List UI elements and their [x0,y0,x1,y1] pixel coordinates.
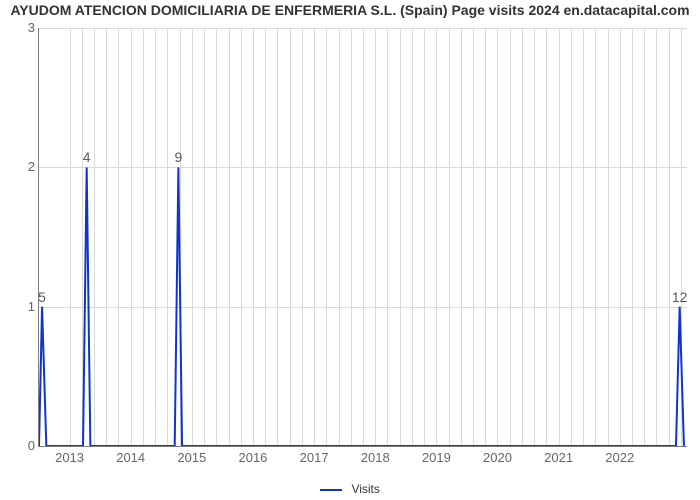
legend-swatch [320,489,342,491]
x-tick-label: 2020 [483,450,512,465]
x-tick-label: 2018 [361,450,390,465]
x-tick-label: 2015 [177,450,206,465]
x-tick-label: 2022 [605,450,634,465]
plot-area: 0123201320142015201620172018201920202021… [38,28,687,447]
legend-label: Visits [351,482,379,496]
x-tick-label: 2021 [544,450,573,465]
data-label: 12 [672,289,688,305]
data-label: 9 [174,149,182,165]
x-tick-label: 2014 [116,450,145,465]
legend: Visits [0,482,700,496]
chart-title: AYUDOM ATENCION DOMICILIARIA DE ENFERMER… [0,2,700,18]
y-tick-label: 3 [17,20,35,35]
visits-series [39,28,687,446]
y-tick-label: 1 [17,299,35,314]
x-tick-label: 2019 [422,450,451,465]
x-tick-label: 2013 [55,450,84,465]
y-tick-label: 2 [17,159,35,174]
x-tick-label: 2016 [238,450,267,465]
data-label: 5 [38,289,46,305]
y-tick-label: 0 [17,438,35,453]
data-label: 4 [83,149,91,165]
x-tick-label: 2017 [300,450,329,465]
